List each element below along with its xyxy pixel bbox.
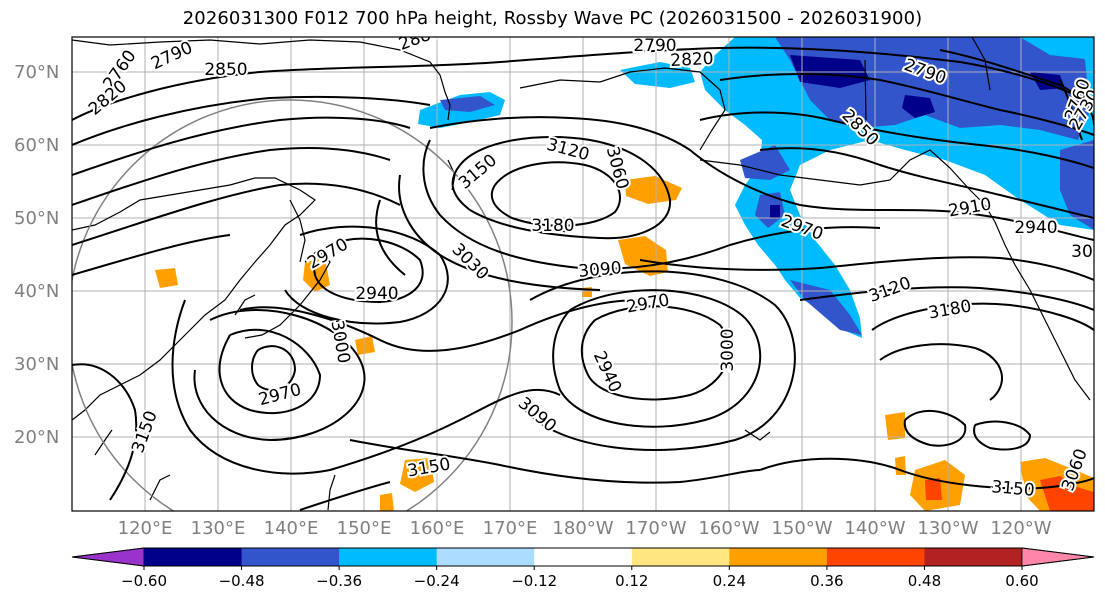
lon-label: 140°E bbox=[264, 518, 319, 539]
graticule bbox=[72, 37, 1094, 511]
lat-label: 20°N bbox=[14, 427, 59, 448]
lon-label: 130°E bbox=[191, 518, 246, 539]
map-frame bbox=[71, 36, 1095, 512]
contour-label: 2820 bbox=[670, 49, 714, 71]
colorbar: −0.60 −0.48 −0.36 −0.24 −0.12 0.12 0.24 0.36 0.4… bbox=[71, 547, 1095, 590]
reference-circle bbox=[72, 99, 513, 511]
contour-label: 3180 bbox=[531, 216, 574, 236]
colorbar-tick-label: 0.12 bbox=[615, 572, 648, 590]
colorbar-tick-label: −0.24 bbox=[414, 572, 460, 590]
contour-label: 3090 bbox=[578, 258, 623, 282]
positive-anomaly-shading bbox=[155, 176, 1094, 511]
contour-label: 30 bbox=[1071, 242, 1093, 262]
colorbar-tick-label: −0.12 bbox=[511, 572, 557, 590]
lon-label: 160°W bbox=[698, 518, 759, 539]
lon-label: 120°E bbox=[118, 518, 173, 539]
colorbar-segment bbox=[339, 548, 438, 566]
colorbar-tick-label: 0.36 bbox=[810, 572, 843, 590]
contour-label: 2940 bbox=[355, 284, 398, 304]
colorbar-segment bbox=[826, 548, 925, 566]
lat-label: 30°N bbox=[14, 354, 59, 375]
colorbar-tick-label: −0.48 bbox=[219, 572, 265, 590]
lon-label: 170°W bbox=[625, 518, 686, 539]
contour-label: 2850 bbox=[204, 60, 247, 80]
lat-label: 50°N bbox=[14, 208, 59, 229]
contour-label: 2790 bbox=[633, 36, 676, 56]
lat-label: 40°N bbox=[14, 281, 59, 302]
colorbar-extension-low bbox=[71, 547, 145, 567]
colorbar-segment bbox=[631, 548, 730, 566]
lon-label: 140°W bbox=[844, 518, 905, 539]
negative-anomaly-shading bbox=[418, 37, 1094, 338]
lon-label: 130°W bbox=[917, 518, 978, 539]
lon-label: 180°W bbox=[552, 518, 613, 539]
lon-label: 120°W bbox=[990, 518, 1051, 539]
lon-label: 170°E bbox=[483, 518, 538, 539]
colorbar-segment bbox=[241, 548, 340, 566]
lon-label: 150°W bbox=[771, 518, 832, 539]
latitude-labels: 70°N 60°N 50°N 40°N 30°N 20°N bbox=[14, 62, 59, 448]
lat-label: 70°N bbox=[14, 62, 59, 83]
contour-label: 3000 bbox=[718, 328, 738, 371]
colorbar-segment bbox=[144, 548, 243, 566]
contour-label: 2940 bbox=[1014, 218, 1057, 238]
colorbar-tick-label: 0.60 bbox=[1005, 572, 1038, 590]
colorbar-segment bbox=[436, 548, 535, 566]
height-contours bbox=[72, 46, 1094, 511]
colorbar-tick-label: −0.60 bbox=[121, 572, 167, 590]
lon-label: 160°E bbox=[410, 518, 465, 539]
lat-label: 60°N bbox=[14, 135, 59, 156]
map-title: 2026031300 F012 700 hPa height, Rossby W… bbox=[182, 8, 923, 29]
longitude-labels: 120°E 130°E 140°E 150°E 160°E 170°E 180°… bbox=[118, 518, 1052, 539]
contour-label: 3150 bbox=[991, 477, 1036, 501]
coastlines bbox=[72, 37, 1091, 511]
colorbar-tick-label: 0.24 bbox=[713, 572, 746, 590]
lon-label: 150°E bbox=[337, 518, 392, 539]
colorbar-tick-label: 0.48 bbox=[908, 572, 941, 590]
colorbar-tick-label: −0.36 bbox=[316, 572, 362, 590]
colorbar-segment bbox=[924, 548, 1023, 566]
colorbar-segment bbox=[729, 548, 828, 566]
colorbar-segment bbox=[534, 548, 633, 566]
colorbar-extension-high bbox=[1021, 547, 1095, 567]
